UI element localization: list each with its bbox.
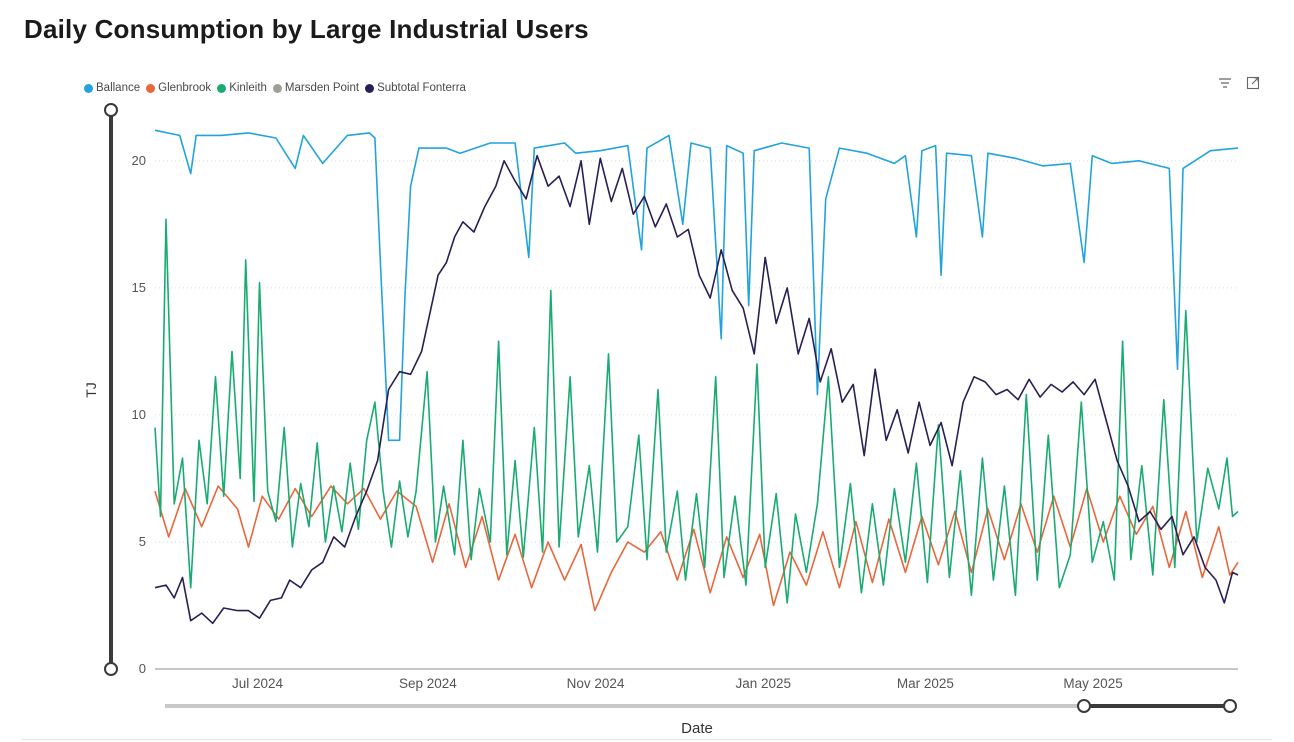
x-tick-label: Nov 2024 xyxy=(567,676,625,691)
y-tick-label: 20 xyxy=(132,153,146,168)
y-axis-title: TJ xyxy=(83,382,99,398)
bottom-divider xyxy=(22,739,1272,740)
legend: Ballance Glenbrook Kinleith Marsden Point Su… xyxy=(84,82,466,94)
legend-label: Subtotal Fonterra xyxy=(377,82,466,94)
legend-item-glenbrook[interactable]: Glenbrook xyxy=(146,82,211,94)
legend-marker xyxy=(365,83,375,93)
x-tick-label: Jul 2024 xyxy=(232,676,284,691)
visual-toolbar xyxy=(1218,76,1260,90)
filter-icon[interactable] xyxy=(1218,76,1232,90)
x-tick-label: Mar 2025 xyxy=(897,676,954,691)
legend-marker xyxy=(217,83,227,93)
series-line-subtotal-fonterra xyxy=(154,154,1239,625)
focus-mode-icon[interactable] xyxy=(1246,76,1260,90)
x-axis-title: Date xyxy=(681,720,713,737)
legend-label: Marsden Point xyxy=(284,82,360,94)
x-zoom-slider-left-handle[interactable] xyxy=(1077,699,1091,713)
legend-label: Ballance xyxy=(96,82,141,94)
x-zoom-slider-right-handle[interactable] xyxy=(1223,699,1237,713)
x-tick-label: Sep 2024 xyxy=(399,676,457,691)
y-tick-label: 10 xyxy=(132,407,146,422)
legend-item-subtotal-fonterra[interactable]: Subtotal Fonterra xyxy=(365,82,466,94)
series-line-glenbrook xyxy=(154,485,1239,612)
y-zoom-slider-bottom-handle[interactable] xyxy=(104,662,118,676)
y-tick-label: 15 xyxy=(132,280,146,295)
legend-item-ballance[interactable]: Ballance xyxy=(84,82,140,94)
legend-marker xyxy=(146,83,156,93)
legend-label: Kinleith xyxy=(229,82,267,94)
chart-title: Daily Consumption by Large Industrial Us… xyxy=(24,14,589,44)
legend-label: Glenbrook xyxy=(158,82,212,94)
x-tick-label: May 2025 xyxy=(1063,676,1122,691)
y-tick-label: 0 xyxy=(139,661,146,676)
legend-marker xyxy=(84,83,93,93)
legend-item-marsden-point[interactable]: Marsden Point xyxy=(272,82,360,94)
y-tick-label: 5 xyxy=(139,534,146,549)
legend-item-kinleith[interactable]: Kinleith xyxy=(217,82,267,94)
legend-marker xyxy=(272,83,282,93)
series-line-kinleith xyxy=(154,218,1239,604)
x-tick-label: Jan 2025 xyxy=(735,676,791,691)
y-zoom-slider-top-handle[interactable] xyxy=(104,103,118,117)
series-line-ballance xyxy=(154,129,1239,442)
